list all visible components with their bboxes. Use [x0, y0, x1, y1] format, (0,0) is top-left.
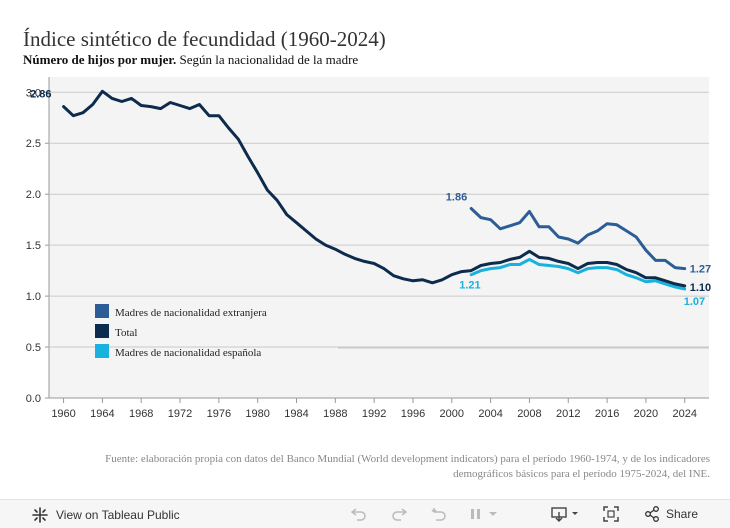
revert-button[interactable] [428, 504, 450, 524]
pause-icon [471, 509, 497, 519]
share-label: Share [665, 507, 698, 521]
download-button[interactable] [546, 504, 586, 524]
legend-swatch [95, 324, 109, 338]
data-label: 1.07 [684, 296, 705, 308]
plot-area [48, 77, 709, 399]
x-tick-label: 2016 [595, 408, 619, 420]
subtitle-rest: Según la nacionalidad de la madre [176, 52, 359, 67]
redo-icon [392, 508, 407, 521]
x-tick-label: 1980 [245, 408, 269, 420]
x-tick-label: 1988 [323, 408, 347, 420]
source-note: Fuente: elaboración propia con datos del… [50, 452, 710, 482]
download-icon [551, 507, 578, 522]
x-tick-label: 1964 [90, 408, 114, 420]
y-tick-label: 0.5 [26, 342, 41, 354]
legend-label: Madres de nacionalidad extranjera [115, 307, 267, 319]
data-label: 1.10 [690, 282, 711, 294]
legend-swatch [95, 344, 109, 358]
x-tick-label: 1992 [362, 408, 386, 420]
y-tick-label: 1.0 [26, 291, 41, 303]
series-line-0 [469, 207, 687, 271]
data-label: 1.27 [690, 264, 711, 276]
share-icon [645, 506, 659, 522]
data-label: 1.21 [459, 280, 480, 292]
x-tick-label: 2020 [634, 408, 658, 420]
x-tick-label: 2008 [517, 408, 541, 420]
view-on-tableau-link[interactable]: View on Tableau Public [32, 506, 180, 524]
legend-swatch [95, 304, 109, 318]
x-tick-label: 1968 [129, 408, 153, 420]
series-line-1 [62, 89, 687, 288]
x-tick-label: 1960 [51, 408, 75, 420]
legend-label: Madres de nacionalidad española [115, 347, 261, 359]
y-tick-label: 0.0 [26, 393, 41, 405]
x-tick-label: 1976 [207, 408, 231, 420]
series-line-2 [469, 257, 687, 291]
undo-icon [351, 508, 366, 521]
y-axis: 0.0 0.5 1.0 1.5 2.0 2.5 3.0 [26, 87, 49, 405]
chart-subtitle: Número de hijos por mujer. Según la naci… [23, 52, 358, 68]
legend-label: Total [115, 327, 137, 339]
x-tick-label: 1984 [284, 408, 308, 420]
legend: Madres de nacionalidad extranjera Total Ma… [95, 304, 709, 359]
x-tick-label: 2024 [672, 408, 696, 420]
share-button[interactable]: Share [644, 506, 698, 522]
subtitle-bold: Número de hijos por mujer. [23, 52, 177, 67]
y-tick-label: 3.0 [26, 87, 41, 99]
x-tick-label: 2000 [440, 408, 464, 420]
pause-updates-button[interactable] [464, 504, 504, 524]
redo-button[interactable] [388, 504, 410, 524]
y-tick-label: 2.0 [26, 189, 41, 201]
revert-icon [431, 508, 446, 521]
gridlines [49, 91, 709, 348]
tableau-logo-icon [32, 507, 48, 523]
fullscreen-icon [603, 506, 619, 522]
undo-button[interactable] [348, 504, 370, 524]
source-line-2: demográficos básicos para el período 197… [453, 468, 710, 480]
x-tick-label: 1996 [401, 408, 425, 420]
y-tick-label: 2.5 [26, 138, 41, 150]
x-axis: 1960 1964 1968 1972 1976 1980 1984 1988 1992 1996… [51, 398, 697, 420]
data-label: 2.86 [30, 89, 51, 101]
x-tick-label: 2012 [556, 408, 580, 420]
y-tick-label: 1.5 [26, 240, 41, 252]
tableau-toolbar: View on Tableau Public [0, 499, 730, 528]
source-line-1: Fuente: elaboración propia con datos del… [105, 453, 710, 465]
x-tick-label: 2004 [478, 408, 502, 420]
chart-title: Índice sintético de fecundidad (1960-202… [23, 27, 386, 51]
x-tick-label: 1972 [168, 408, 192, 420]
fullscreen-button[interactable] [600, 504, 622, 524]
plot-background [49, 77, 709, 398]
view-on-tableau-label: View on Tableau Public [56, 508, 180, 522]
data-labels: 2.86 1.86 1.21 1.27 1.10 1.07 [30, 89, 711, 308]
series-lines [62, 89, 687, 291]
data-label: 1.86 [446, 191, 467, 203]
line-chart: 0.00.51.01.52.02.53.0 1960 1964 1968 1972 19… [26, 77, 711, 420]
